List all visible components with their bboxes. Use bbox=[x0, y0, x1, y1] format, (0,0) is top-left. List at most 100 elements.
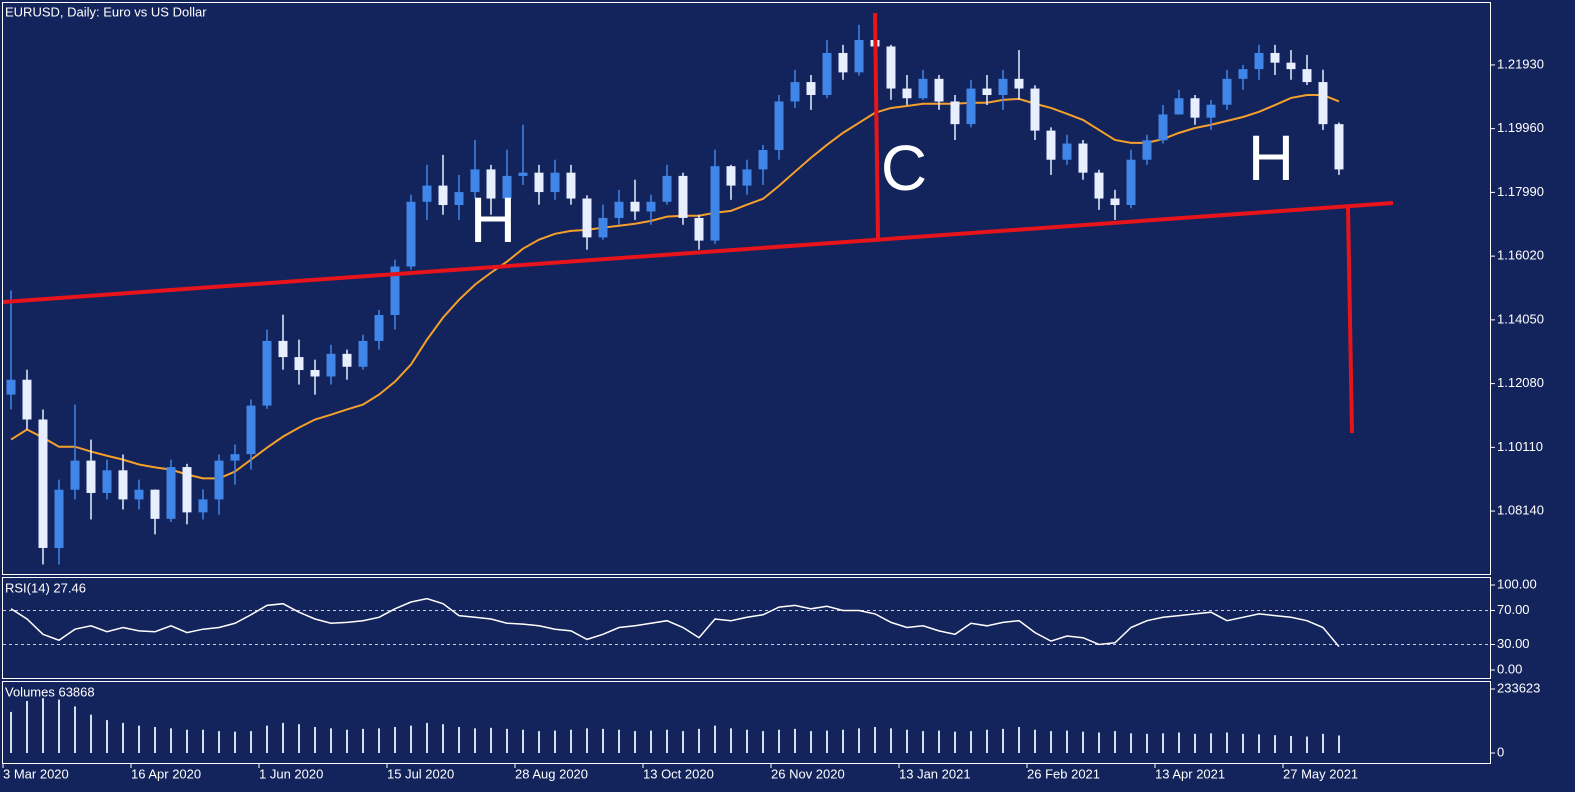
candle-body bbox=[1126, 159, 1136, 206]
y-tick-label: 1.16020 bbox=[1497, 248, 1544, 263]
candle-body bbox=[598, 217, 608, 238]
candle-body bbox=[1014, 78, 1024, 89]
volume-bar bbox=[746, 729, 748, 753]
volume-bar bbox=[1098, 732, 1100, 753]
candle-body bbox=[278, 340, 288, 358]
candle-body bbox=[982, 88, 992, 96]
volume-bar bbox=[298, 724, 300, 753]
volume-bar bbox=[458, 726, 460, 753]
volume-bar bbox=[1082, 731, 1084, 753]
volume-bar bbox=[58, 699, 60, 753]
candle-body bbox=[166, 467, 176, 519]
candle-body bbox=[470, 169, 480, 193]
candle-body bbox=[1206, 104, 1216, 118]
candle-body bbox=[214, 460, 224, 500]
candle-body bbox=[198, 499, 208, 513]
candle-body bbox=[182, 467, 192, 513]
volume-bar bbox=[1066, 730, 1068, 753]
candle-body bbox=[230, 454, 240, 461]
volume-bar bbox=[778, 729, 780, 753]
volume-bar bbox=[666, 729, 668, 753]
candle-body bbox=[934, 78, 944, 102]
candle-body bbox=[262, 340, 272, 406]
volume-bar bbox=[1194, 733, 1196, 753]
x-tick-label: 28 Aug 2020 bbox=[515, 766, 588, 781]
volume-bar bbox=[314, 726, 316, 753]
candle-body bbox=[22, 379, 32, 420]
y-tick-label: 233623 bbox=[1497, 680, 1540, 695]
volume-bar bbox=[1162, 733, 1164, 753]
candle-body bbox=[566, 172, 576, 199]
volume-bar bbox=[714, 725, 716, 753]
volume-bar bbox=[1002, 728, 1004, 753]
volume-bar bbox=[250, 731, 252, 753]
volume-bar bbox=[74, 706, 76, 753]
x-tick-label: 13 Oct 2020 bbox=[643, 766, 714, 781]
candle-body bbox=[486, 169, 496, 199]
y-tick-label: 1.08140 bbox=[1497, 503, 1544, 518]
volume-bar bbox=[410, 725, 412, 753]
volume-bar bbox=[858, 728, 860, 753]
volume-bar bbox=[1050, 731, 1052, 753]
candle-body bbox=[998, 78, 1008, 96]
volume-bar bbox=[1274, 735, 1276, 753]
candle-body bbox=[406, 201, 416, 267]
y-tick-label: 0 bbox=[1497, 744, 1504, 759]
y-tick-label: 1.19960 bbox=[1497, 120, 1544, 135]
candle-body bbox=[966, 88, 976, 125]
volume-bar bbox=[1242, 733, 1244, 753]
volume-bar bbox=[634, 731, 636, 753]
volume-bar bbox=[1018, 726, 1020, 753]
x-tick-label: 16 Apr 2020 bbox=[131, 766, 201, 781]
volume-bar bbox=[378, 728, 380, 753]
y-tick-label: 30.00 bbox=[1497, 636, 1530, 651]
candle-body bbox=[454, 192, 464, 206]
plot: EURUSD, Daily: Euro vs US Dollar 1.21930 1… bbox=[2, 4, 1544, 781]
candle-body bbox=[1334, 124, 1344, 170]
volume-bar bbox=[1322, 733, 1324, 753]
volume-bar bbox=[266, 725, 268, 753]
candle-body bbox=[134, 489, 144, 500]
neckline bbox=[2, 201, 1394, 304]
candle-body bbox=[1110, 198, 1120, 206]
candle-body bbox=[358, 340, 368, 367]
candle-body bbox=[1046, 130, 1056, 160]
volume-bar bbox=[842, 729, 844, 753]
volume-bar bbox=[426, 722, 428, 753]
moving-average bbox=[10, 94, 1340, 480]
volume-bar bbox=[1226, 732, 1228, 753]
candle-body bbox=[294, 357, 304, 371]
x-tick-label: 3 Mar 2020 bbox=[3, 766, 69, 781]
candle-body bbox=[6, 379, 16, 395]
x-tick-label: 13 Jan 2021 bbox=[899, 766, 971, 781]
target-line bbox=[1346, 206, 1354, 434]
candle-body bbox=[902, 88, 912, 99]
volume-bar bbox=[1306, 736, 1308, 753]
volume-bar bbox=[42, 698, 44, 753]
volume-bar bbox=[26, 700, 28, 753]
volume-bar bbox=[586, 728, 588, 753]
volume-bar bbox=[362, 728, 364, 753]
volume-bar bbox=[1338, 735, 1340, 753]
rsi-panel bbox=[2, 577, 1491, 679]
candle-body bbox=[54, 489, 64, 548]
volume-bar bbox=[186, 729, 188, 753]
candle-body bbox=[1094, 172, 1104, 199]
volume-bar bbox=[874, 726, 876, 753]
volume-bar bbox=[346, 729, 348, 753]
candle-body bbox=[582, 198, 592, 238]
candle-body bbox=[886, 46, 896, 89]
candle-body bbox=[646, 201, 656, 212]
candle-body bbox=[1030, 88, 1040, 131]
candle-body bbox=[950, 101, 960, 125]
y-tick-label: 1.14050 bbox=[1497, 311, 1544, 326]
candle-body bbox=[86, 460, 96, 493]
candle-body bbox=[678, 175, 688, 218]
candle-body bbox=[790, 82, 800, 102]
candle-body bbox=[1222, 78, 1232, 105]
volume-bar bbox=[106, 720, 108, 753]
volume-bar bbox=[826, 730, 828, 753]
x-tick-label: 15 Jul 2020 bbox=[387, 766, 454, 781]
